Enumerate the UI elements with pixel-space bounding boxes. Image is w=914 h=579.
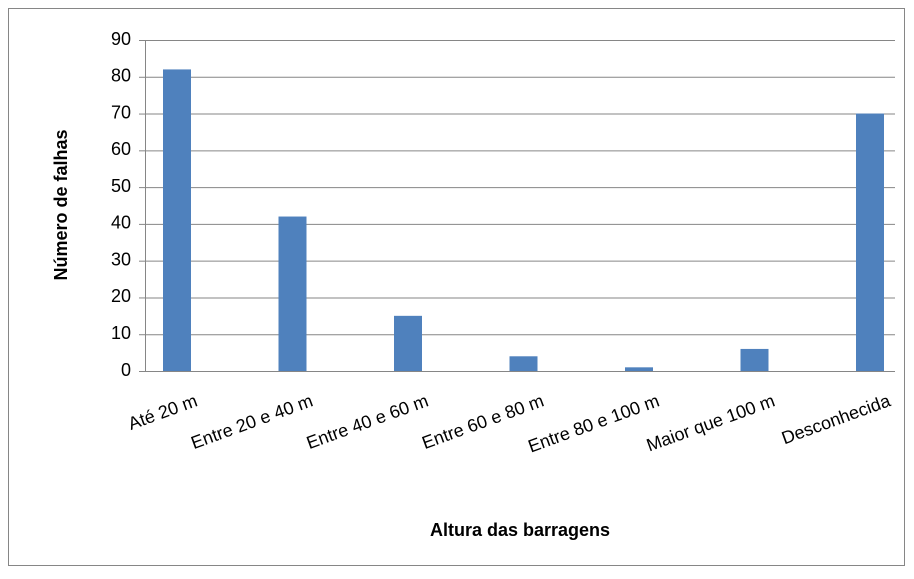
x-axis-title: Altura das barragens [430, 520, 610, 540]
y-tick-label: 10 [111, 323, 131, 343]
bar [625, 367, 653, 371]
y-axis-title: Número de falhas [51, 129, 71, 280]
y-tick-label: 90 [111, 29, 131, 49]
bar [394, 315, 422, 371]
y-tick-label: 20 [111, 286, 131, 306]
bar [163, 69, 191, 371]
bar [509, 356, 538, 371]
y-tick-label: 0 [121, 360, 131, 380]
chart-border [8, 8, 905, 566]
y-tick-label: 70 [111, 102, 131, 122]
bar [278, 216, 307, 371]
bar [856, 113, 884, 372]
y-tick-label: 60 [111, 139, 131, 159]
bar [740, 348, 769, 371]
y-tick-label: 50 [111, 176, 131, 196]
y-tick-label: 30 [111, 249, 131, 269]
y-tick-label: 80 [111, 66, 131, 86]
y-tick-label: 40 [111, 213, 131, 233]
